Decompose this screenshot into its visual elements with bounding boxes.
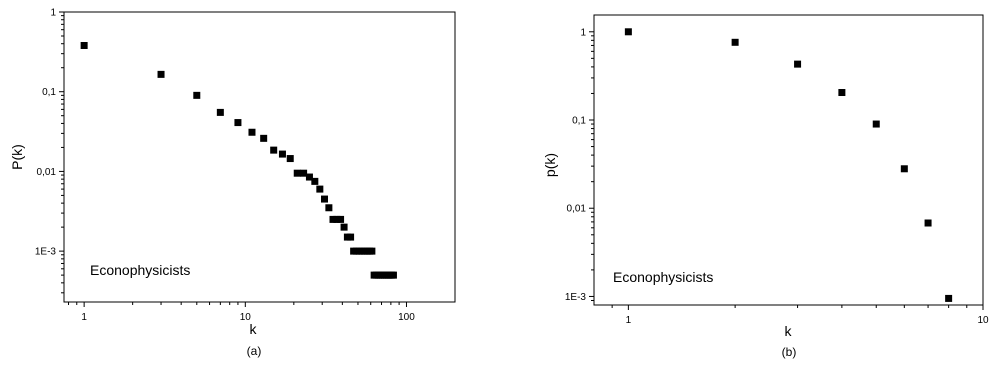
data-point-a-0-30: [368, 247, 376, 255]
data-point-a-0-18: [333, 215, 341, 223]
data-point-a-0-15: [321, 195, 329, 203]
plot-area-a: [63, 11, 456, 303]
data-point-b-0-3: [838, 89, 846, 97]
data-point-a-0-13: [311, 177, 319, 185]
data-point-a-0-6: [260, 134, 268, 142]
data-point-b-0-7: [945, 294, 953, 302]
y-tick-label-a-1: 0,01: [37, 167, 57, 178]
chart-panel-b: 1 10 1E-3 0,01 0,1 1 k p(k) Econophysicists (…: [542, 14, 989, 359]
data-point-a-0-5: [248, 128, 256, 136]
x-tick-label-b-0: 1: [626, 315, 632, 326]
data-point-a-0-41: [389, 271, 397, 279]
data-points-b: [624, 28, 953, 302]
data-point-a-0-8: [278, 150, 286, 158]
data-point-a-0-16: [325, 204, 333, 212]
caption-a: (a): [247, 344, 262, 358]
annotation-econophysicists-a: Econophysicists: [90, 262, 190, 278]
data-point-a-0-17: [329, 215, 337, 223]
x-tick-label-a-1: 10: [240, 312, 252, 323]
x-axis-label-a: k: [250, 321, 258, 337]
data-point-a-0-19: [337, 215, 345, 223]
data-point-a-0-0: [80, 41, 88, 49]
caption-b: (b): [782, 345, 797, 359]
data-point-a-0-3: [216, 108, 224, 116]
y-tick-label-b-3: 1: [580, 27, 586, 38]
x-tick-label-a-0: 1: [81, 312, 87, 323]
data-point-a-0-22: [347, 233, 355, 241]
chart-panel-a: 1 10 100 1E-3 0,01 0,1 1 k P(k) Econophysicist…: [9, 8, 456, 358]
x-axis-label-b: k: [785, 323, 793, 339]
y-axis-label-b: p(k): [542, 153, 558, 177]
y-tick-label-a-0: 1E-3: [35, 247, 57, 258]
ticks-b: 1 10 1E-3 0,01 0,1 1: [565, 27, 989, 326]
data-point-a-0-12: [305, 173, 313, 181]
data-point-b-0-4: [872, 120, 880, 128]
data-point-a-0-10: [293, 169, 301, 177]
data-point-a-0-7: [270, 146, 278, 154]
y-axis-label-a: P(k): [9, 144, 25, 170]
y-tick-label-b-0: 1E-3: [565, 292, 587, 303]
data-point-a-0-20: [340, 223, 348, 231]
data-point-a-0-11: [300, 169, 308, 177]
x-tick-label-a-2: 100: [398, 312, 415, 323]
data-point-a-0-9: [286, 155, 294, 163]
annotation-econophysicists-b: Econophysicists: [613, 269, 713, 285]
data-point-a-0-4: [234, 119, 242, 127]
ticks-a: 1 10 100 1E-3 0,01 0,1 1: [35, 8, 415, 324]
data-point-b-0-1: [731, 38, 739, 46]
data-point-b-0-6: [924, 219, 932, 227]
plot-area-b: [593, 14, 984, 306]
y-tick-label-b-1: 0,01: [567, 204, 587, 215]
y-tick-label-b-2: 0,1: [572, 116, 586, 127]
data-point-a-0-2: [193, 91, 201, 99]
data-point-a-0-1: [157, 70, 165, 78]
data-point-b-0-5: [900, 165, 908, 173]
data-point-b-0-0: [624, 28, 632, 36]
data-point-b-0-2: [794, 60, 802, 68]
y-tick-label-a-2: 0,1: [42, 87, 56, 98]
y-tick-label-a-3: 1: [50, 8, 56, 19]
data-points-a: [80, 41, 397, 279]
x-tick-label-b-1: 10: [977, 315, 989, 326]
data-point-a-0-14: [316, 185, 324, 193]
